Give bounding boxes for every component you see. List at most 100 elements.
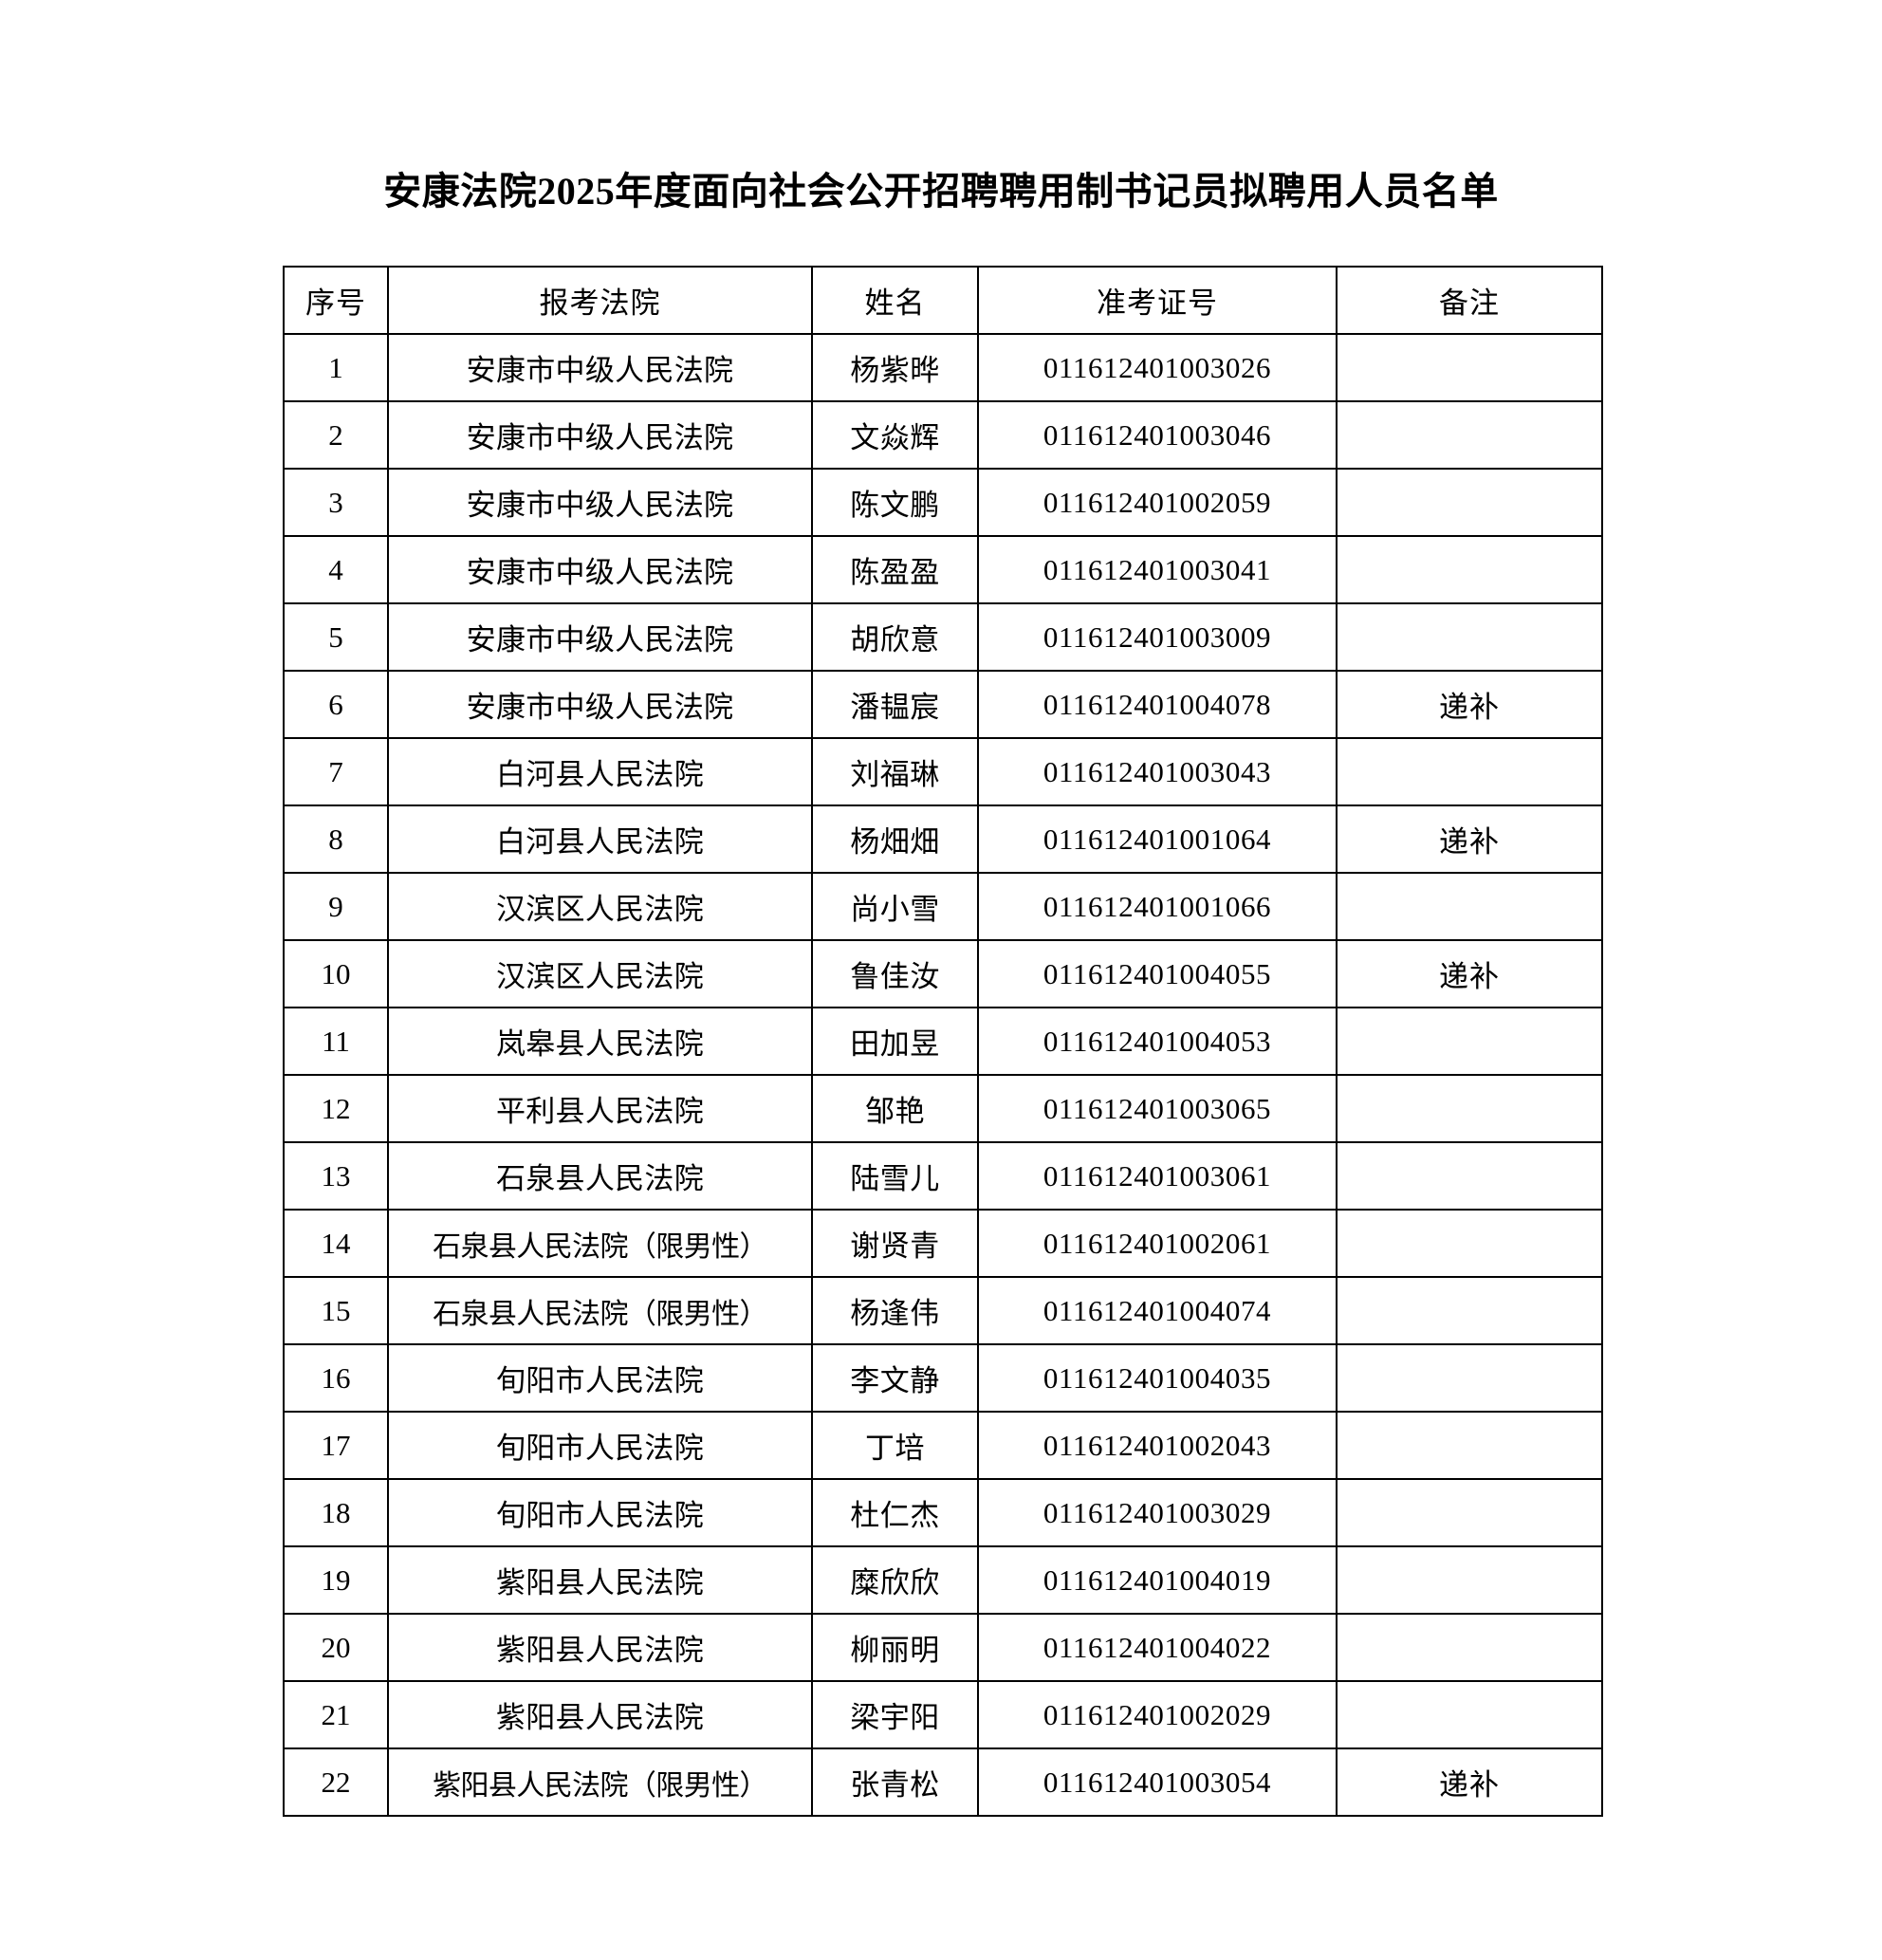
- cell-note: [1336, 1411, 1603, 1480]
- cell-court: 安康市中级人民法院: [387, 333, 813, 402]
- cell-ticket: 011612401003043: [977, 737, 1338, 806]
- cell-court: 白河县人民法院: [387, 737, 813, 806]
- cell-name: 胡欣意: [811, 602, 979, 672]
- cell-court: 安康市中级人民法院: [387, 468, 813, 537]
- cell-name: 鲁佳汝: [811, 939, 979, 1008]
- cell-ticket: 011612401003026: [977, 333, 1338, 402]
- table-row: 15 石泉县人民法院（限男性） 杨逢伟 011612401004074: [283, 1276, 1603, 1345]
- cell-note: [1336, 468, 1603, 537]
- cell-name: 陈文鹏: [811, 468, 979, 537]
- cell-note: [1336, 737, 1603, 806]
- cell-name: 丁培: [811, 1411, 979, 1480]
- table-row: 16 旬阳市人民法院 李文静 011612401004035: [283, 1343, 1603, 1413]
- cell-ticket: 011612401002059: [977, 468, 1338, 537]
- cell-name: 张青松: [811, 1747, 979, 1817]
- cell-name: 田加昱: [811, 1007, 979, 1076]
- cell-index: 15: [283, 1276, 389, 1345]
- cell-ticket: 011612401004074: [977, 1276, 1338, 1345]
- cell-ticket: 011612401004078: [977, 670, 1338, 739]
- table-row: 22 紫阳县人民法院（限男性） 张青松 011612401003054 递补: [283, 1747, 1603, 1817]
- page-title: 安康法院2025年度面向社会公开招聘聘用制书记员拟聘用人员名单: [383, 170, 1499, 213]
- cell-index: 19: [283, 1545, 389, 1615]
- cell-note: [1336, 1545, 1603, 1615]
- table-header-row: 序号 报考法院 姓名 准考证号 备注: [283, 266, 1603, 335]
- cell-court: 安康市中级人民法院: [387, 535, 813, 604]
- cell-name: 李文静: [811, 1343, 979, 1413]
- cell-name: 尚小雪: [811, 872, 979, 941]
- cell-index: 1: [283, 333, 389, 402]
- cell-ticket: 011612401004053: [977, 1007, 1338, 1076]
- column-header-note: 备注: [1336, 266, 1603, 335]
- cell-name: 柳丽明: [811, 1613, 979, 1682]
- cell-court: 平利县人民法院: [387, 1074, 813, 1143]
- cell-note: [1336, 1478, 1603, 1547]
- cell-index: 10: [283, 939, 389, 1008]
- cell-index: 16: [283, 1343, 389, 1413]
- cell-court: 紫阳县人民法院: [387, 1680, 813, 1749]
- cell-name: 邹艳: [811, 1074, 979, 1143]
- cell-ticket: 011612401004022: [977, 1613, 1338, 1682]
- table-row: 21 紫阳县人民法院 梁宇阳 011612401002029: [283, 1680, 1603, 1749]
- cell-name: 杜仁杰: [811, 1478, 979, 1547]
- table-body: 1 安康市中级人民法院 杨紫晔 011612401003026 2 安康市中级人民法院 文焱…: [283, 333, 1603, 1817]
- cell-court: 安康市中级人民法院: [387, 602, 813, 672]
- cell-court: 石泉县人民法院（限男性）: [387, 1209, 813, 1278]
- table-row: 9 汉滨区人民法院 尚小雪 011612401001066: [283, 872, 1603, 941]
- column-header-court: 报考法院: [387, 266, 813, 335]
- cell-court: 岚皋县人民法院: [387, 1007, 813, 1076]
- cell-index: 5: [283, 602, 389, 672]
- cell-note: 递补: [1336, 804, 1603, 874]
- cell-note: [1336, 1680, 1603, 1749]
- table-row: 2 安康市中级人民法院 文焱辉 011612401003046: [283, 400, 1603, 470]
- cell-index: 6: [283, 670, 389, 739]
- cell-index: 21: [283, 1680, 389, 1749]
- cell-index: 8: [283, 804, 389, 874]
- table-row: 13 石泉县人民法院 陆雪儿 011612401003061: [283, 1141, 1603, 1211]
- table-row: 1 安康市中级人民法院 杨紫晔 011612401003026: [283, 333, 1603, 402]
- cell-ticket: 011612401003065: [977, 1074, 1338, 1143]
- cell-ticket: 011612401003009: [977, 602, 1338, 672]
- cell-name: 谢贤青: [811, 1209, 979, 1278]
- cell-index: 4: [283, 535, 389, 604]
- cell-court: 紫阳县人民法院: [387, 1613, 813, 1682]
- cell-note: [1336, 1007, 1603, 1076]
- cell-name: 杨紫晔: [811, 333, 979, 402]
- cell-court: 石泉县人民法院: [387, 1141, 813, 1211]
- cell-note: [1336, 1276, 1603, 1345]
- cell-index: 20: [283, 1613, 389, 1682]
- cell-name: 杨逢伟: [811, 1276, 979, 1345]
- table-row: 5 安康市中级人民法院 胡欣意 011612401003009: [283, 602, 1603, 672]
- cell-ticket: 011612401003041: [977, 535, 1338, 604]
- cell-note: [1336, 535, 1603, 604]
- cell-ticket: 011612401002029: [977, 1680, 1338, 1749]
- cell-name: 梁宇阳: [811, 1680, 979, 1749]
- cell-name: 刘福琳: [811, 737, 979, 806]
- cell-note: [1336, 333, 1603, 402]
- cell-court: 汉滨区人民法院: [387, 939, 813, 1008]
- cell-ticket: 011612401001066: [977, 872, 1338, 941]
- table-row: 7 白河县人民法院 刘福琳 011612401003043: [283, 737, 1603, 806]
- cell-note: 递补: [1336, 1747, 1603, 1817]
- cell-note: [1336, 1343, 1603, 1413]
- cell-index: 22: [283, 1747, 389, 1817]
- cell-court: 紫阳县人民法院（限男性）: [387, 1747, 813, 1817]
- cell-ticket: 011612401003061: [977, 1141, 1338, 1211]
- cell-index: 14: [283, 1209, 389, 1278]
- cell-court: 紫阳县人民法院: [387, 1545, 813, 1615]
- cell-court: 旬阳市人民法院: [387, 1343, 813, 1413]
- candidate-list-table: 序号 报考法院 姓名 准考证号 备注 1 安康市中级人民法院 杨紫晔 01161240…: [283, 266, 1603, 1817]
- cell-index: 11: [283, 1007, 389, 1076]
- cell-index: 12: [283, 1074, 389, 1143]
- table-row: 14 石泉县人民法院（限男性） 谢贤青 011612401002061: [283, 1209, 1603, 1278]
- cell-ticket: 011612401004019: [977, 1545, 1338, 1615]
- cell-note: [1336, 1074, 1603, 1143]
- cell-ticket: 011612401002061: [977, 1209, 1338, 1278]
- cell-ticket: 011612401003046: [977, 400, 1338, 470]
- cell-court: 安康市中级人民法院: [387, 670, 813, 739]
- cell-name: 文焱辉: [811, 400, 979, 470]
- cell-note: 递补: [1336, 670, 1603, 739]
- cell-index: 9: [283, 872, 389, 941]
- column-header-ticket: 准考证号: [977, 266, 1338, 335]
- cell-ticket: 011612401001064: [977, 804, 1338, 874]
